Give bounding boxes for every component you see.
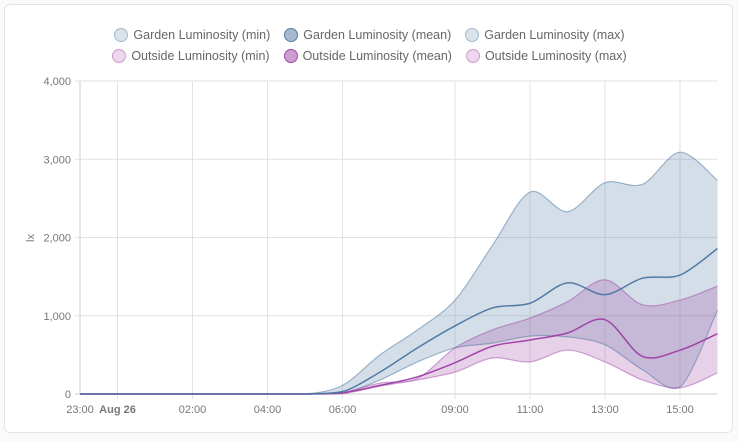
legend-swatch-icon [114, 27, 129, 42]
x-tick-label: 15:00 [666, 404, 694, 416]
legend-swatch-icon [112, 48, 127, 63]
y-tick-label: 1,000 [43, 311, 71, 323]
x-tick-label: 23:00 [66, 404, 94, 416]
legend-swatch-icon [465, 48, 480, 63]
legend-swatch-icon [284, 27, 299, 42]
x-tick-label: 11:00 [517, 404, 544, 416]
legend-label: Outside Luminosity (mean) [302, 48, 452, 63]
x-tick-label: 04:00 [254, 404, 282, 416]
legend-swatch-icon [283, 48, 298, 63]
chart-card [4, 4, 733, 433]
legend-label: Garden Luminosity (mean) [303, 27, 452, 42]
legend-row-garden: Garden Luminosity (min) Garden Luminosity… [0, 24, 739, 45]
legend-item[interactable]: Outside Luminosity (max) [465, 48, 627, 63]
legend-swatch-icon [465, 27, 480, 42]
y-tick-label: 3,000 [43, 154, 71, 166]
legend-row-outside: Outside Luminosity (min) Outside Luminosi… [0, 45, 739, 66]
legend-label: Garden Luminosity (min) [133, 27, 271, 42]
legend-item[interactable]: Garden Luminosity (min) [114, 27, 271, 42]
legend-item[interactable]: Outside Luminosity (mean) [283, 48, 452, 63]
x-tick-label: 13:00 [591, 404, 619, 416]
garden-band-area [80, 152, 718, 394]
legend-label: Garden Luminosity (max) [484, 27, 625, 42]
chart-legend: Garden Luminosity (min) Garden Luminosity… [0, 24, 739, 66]
garden-mean-line [80, 247, 718, 395]
x-tick-label: 09:00 [441, 404, 469, 416]
legend-label: Outside Luminosity (min) [131, 48, 270, 63]
x-tick-label: 06:00 [329, 404, 357, 416]
legend-item[interactable]: Garden Luminosity (mean) [284, 27, 452, 42]
legend-item[interactable]: Outside Luminosity (min) [112, 48, 270, 63]
x-tick-label: 02:00 [179, 404, 207, 416]
y-axis-label: lx [25, 234, 37, 242]
legend-item[interactable]: Garden Luminosity (max) [465, 27, 625, 42]
legend-label: Outside Luminosity (max) [484, 48, 627, 63]
y-tick-label: 4,000 [43, 76, 71, 88]
x-tick-label: Aug 26 [99, 404, 136, 416]
y-tick-label: 0 [65, 389, 71, 401]
outside-band-area [80, 279, 718, 394]
y-tick-label: 2,000 [43, 233, 71, 245]
